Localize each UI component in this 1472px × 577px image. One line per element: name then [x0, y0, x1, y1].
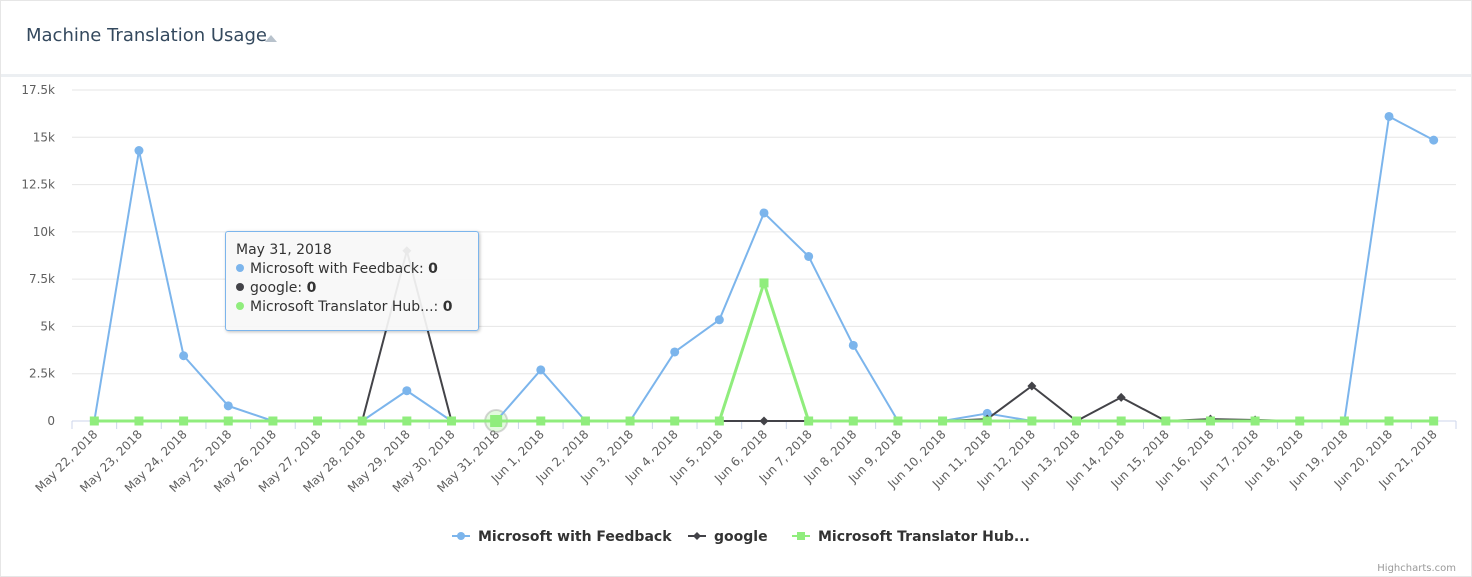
data-point[interactable]: [670, 416, 680, 426]
data-point[interactable]: [134, 146, 144, 156]
data-point[interactable]: [1339, 416, 1349, 426]
data-point[interactable]: [134, 416, 144, 426]
tooltip-value: 0: [306, 280, 317, 296]
data-point[interactable]: [402, 386, 412, 396]
data-point[interactable]: [536, 416, 546, 426]
y-tick-label: 15k: [33, 130, 55, 144]
data-point[interactable]: [89, 416, 99, 426]
tooltip-series-name: google: [250, 280, 298, 296]
data-point[interactable]: [179, 351, 189, 361]
data-point[interactable]: [580, 416, 590, 426]
data-point[interactable]: [313, 416, 323, 426]
data-point[interactable]: [848, 340, 858, 350]
legend-label[interactable]: Microsoft with Feedback: [478, 529, 672, 545]
y-axis: 0 2.5k 5k 7.5k 10k 12.5k 15k 17.5k: [21, 83, 55, 428]
legend-label[interactable]: google: [714, 529, 768, 545]
data-point[interactable]: [982, 416, 992, 426]
data-point[interactable]: [402, 416, 412, 426]
y-tick-label: 12.5k: [21, 178, 55, 192]
data-point[interactable]: [982, 408, 992, 418]
data-point[interactable]: [714, 416, 724, 426]
credits-text[interactable]: Highcharts.com: [1377, 563, 1456, 574]
legend-item[interactable]: Microsoft Translator Hub...: [792, 529, 1030, 545]
tooltip-value: 0: [428, 261, 438, 277]
data-point[interactable]: [490, 415, 503, 427]
data-point[interactable]: [268, 416, 278, 426]
caret-up-icon[interactable]: [265, 35, 277, 42]
data-point[interactable]: [1250, 416, 1260, 426]
data-point[interactable]: [1072, 416, 1082, 426]
data-point[interactable]: [1429, 135, 1439, 145]
data-point[interactable]: [848, 416, 858, 426]
data-point[interactable]: [223, 401, 233, 411]
data-point[interactable]: [536, 365, 546, 375]
tooltip-value: 0: [442, 299, 453, 315]
tooltip-row: Microsoft with Feedback: 0: [236, 261, 438, 277]
data-point[interactable]: [759, 208, 769, 218]
tooltip: May 31, 2018 Microsoft with Feedback: 0 …: [225, 231, 479, 331]
tooltip-row: google: 0: [236, 280, 316, 296]
data-point[interactable]: [625, 416, 635, 426]
data-point[interactable]: [1384, 111, 1394, 121]
data-point[interactable]: [1295, 416, 1305, 426]
legend-item[interactable]: Microsoft with Feedback: [452, 529, 672, 545]
legend-marker[interactable]: [693, 532, 701, 540]
y-tick-label: 5k: [40, 319, 55, 333]
data-point[interactable]: [179, 416, 189, 426]
series-color-dot: [236, 283, 244, 291]
data-point[interactable]: [759, 416, 769, 426]
data-point[interactable]: [714, 315, 724, 325]
legend-marker[interactable]: [797, 532, 805, 540]
data-point[interactable]: [1205, 416, 1215, 426]
series-group: [89, 111, 1439, 433]
data-point[interactable]: [893, 416, 903, 426]
data-point[interactable]: [223, 416, 233, 426]
legend-item[interactable]: google: [688, 529, 768, 545]
tooltip-date: May 31, 2018: [236, 242, 332, 258]
legend: Microsoft with Feedback google Microsoft T…: [452, 529, 1030, 545]
tooltip-row: Microsoft Translator Hub...: 0: [236, 299, 452, 315]
data-point[interactable]: [1429, 416, 1439, 426]
series-color-dot: [236, 264, 244, 272]
y-tick-label: 2.5k: [29, 367, 55, 381]
data-point[interactable]: [804, 416, 814, 426]
y-tick-label: 7.5k: [29, 272, 55, 286]
chart-title: Machine Translation Usage: [26, 25, 267, 46]
legend-marker[interactable]: [457, 532, 465, 540]
tooltip-series-name: Microsoft Translator Hub...: [250, 299, 434, 315]
y-tick-label: 10k: [33, 225, 55, 239]
panel-header: Machine Translation Usage: [1, 1, 1471, 77]
data-point[interactable]: [1161, 416, 1171, 426]
y-tick-label: 0: [47, 414, 55, 428]
data-point[interactable]: [759, 278, 769, 288]
data-point[interactable]: [670, 347, 680, 357]
legend-label[interactable]: Microsoft Translator Hub...: [818, 529, 1030, 545]
data-point[interactable]: [1116, 416, 1126, 426]
data-point[interactable]: [446, 416, 456, 426]
data-point[interactable]: [1116, 392, 1126, 402]
data-point[interactable]: [1027, 416, 1037, 426]
y-tick-label: 17.5k: [21, 83, 55, 97]
data-point[interactable]: [1384, 416, 1394, 426]
data-point[interactable]: [1027, 381, 1037, 391]
tooltip-series-name: Microsoft with Feedback: [250, 261, 419, 277]
data-point[interactable]: [357, 416, 367, 426]
data-point[interactable]: [938, 416, 948, 426]
data-point[interactable]: [804, 251, 814, 261]
series-color-dot: [236, 302, 244, 310]
